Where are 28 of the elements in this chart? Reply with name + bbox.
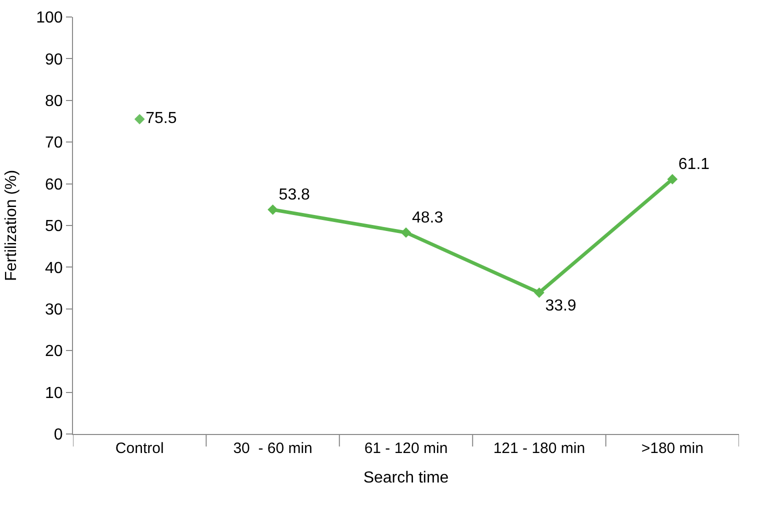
y-tick-label: 60 bbox=[45, 176, 63, 194]
y-tick-label: 0 bbox=[54, 426, 63, 444]
data-label: 61.1 bbox=[678, 156, 710, 174]
y-tick-label: 70 bbox=[45, 134, 63, 152]
y-tick-label: 50 bbox=[45, 218, 63, 236]
point bbox=[400, 227, 412, 238]
x-tick-label: 61 - 120 min bbox=[364, 440, 448, 457]
y-axis-title: Fertilization (%) bbox=[2, 170, 20, 282]
y-tick-label: 80 bbox=[45, 93, 63, 110]
x-tick-label: Control bbox=[115, 440, 164, 457]
y-tick-label: 40 bbox=[45, 260, 63, 277]
x-tick-label: 30 - 60 min bbox=[233, 440, 312, 457]
x-tick-label: >180 min bbox=[641, 440, 704, 457]
y-tick-label: 90 bbox=[45, 51, 63, 68]
point bbox=[134, 114, 145, 124]
y-tick-label: 10 bbox=[45, 384, 63, 402]
y-tick-label: 20 bbox=[45, 343, 63, 360]
data-label: 53.8 bbox=[278, 186, 310, 204]
x-axis-title: Search time bbox=[363, 470, 449, 487]
x-tick-label: 121 - 180 min bbox=[493, 440, 586, 457]
y-tick-label: 100 bbox=[36, 10, 63, 27]
point bbox=[667, 174, 678, 184]
point bbox=[268, 204, 278, 215]
point bbox=[534, 287, 544, 298]
y-tick-label: 30 bbox=[45, 302, 63, 318]
data-label: 75.5 bbox=[146, 110, 177, 128]
data-label: 48.3 bbox=[412, 210, 444, 227]
data-label: 33.9 bbox=[545, 298, 576, 315]
